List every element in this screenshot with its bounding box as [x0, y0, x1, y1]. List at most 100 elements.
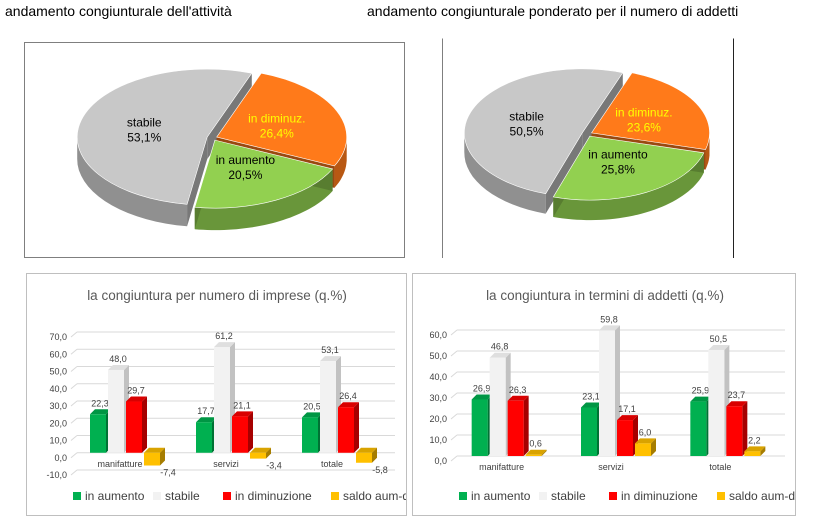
- data-label: 17,7: [197, 406, 215, 416]
- y-tick-label: 0,0: [54, 453, 67, 463]
- bar-saldo-aum-dim-manifatture: [525, 449, 547, 456]
- data-label: 26,9: [473, 384, 491, 394]
- pie-slice-in-aumento: [194, 139, 334, 209]
- data-label: 23,1: [582, 391, 600, 401]
- category-label: servizi: [213, 459, 239, 469]
- bar-panel-imprese: la congiuntura per numero di imprese (q.…: [26, 273, 422, 516]
- y-tick-label: 40,0: [49, 384, 67, 394]
- bar-in-aumento-totale: [690, 396, 712, 456]
- data-label: 20,5: [303, 401, 321, 411]
- data-label: 61,2: [215, 331, 233, 341]
- chart-title: la congiuntura in termini di addetti (q.…: [486, 288, 724, 303]
- data-label: 46,8: [491, 342, 509, 352]
- pie-slice-in-diminuz-: [216, 72, 347, 167]
- legend-swatch: [223, 492, 231, 500]
- bar-in-diminuzione-manifatture: [126, 396, 147, 453]
- data-label: 26,3: [509, 385, 527, 395]
- legend-swatch: [459, 492, 467, 500]
- pie-label-value: 25,8%: [601, 162, 635, 176]
- data-label: 17,1: [618, 404, 636, 414]
- y-tick-label: 10,0: [49, 436, 67, 446]
- data-label: 21,1: [233, 400, 251, 410]
- pie-label-value: 20,5%: [228, 168, 262, 182]
- legend-label: in diminuzione: [235, 489, 312, 503]
- pie-slice-stabile: [76, 68, 253, 205]
- bar-saldo-aum-dim-servizi: [635, 438, 656, 456]
- category-label: servizi: [598, 462, 624, 472]
- bar-saldo-aum-dim-totale: [744, 446, 766, 456]
- data-label: -5,8: [372, 465, 388, 475]
- pie-label-value: 53,1%: [127, 130, 161, 144]
- legend-label: saldo aum-dim: [729, 489, 795, 503]
- y-tick-label: 20,0: [429, 414, 447, 424]
- data-label: 0,6: [529, 439, 542, 449]
- pie-label-name: in aumento: [588, 147, 648, 161]
- pie-label-value: 26,4%: [260, 126, 294, 140]
- legend-label: in aumento: [471, 489, 531, 503]
- y-tick-label: 70,0: [49, 332, 67, 342]
- bar-saldo-aum-dim-totale: [356, 447, 377, 463]
- pie-label-value: 50,5%: [510, 124, 544, 138]
- pie-label-name: stabile: [127, 115, 162, 129]
- bar-chart-imprese: la congiuntura per numero di imprese (q.…: [46, 288, 421, 503]
- legend-swatch: [539, 492, 547, 500]
- pie-slice-in-diminuz-: [591, 72, 710, 150]
- legend-swatch: [331, 492, 339, 500]
- data-label: 50,5: [710, 334, 728, 344]
- pie-label-name: stabile: [509, 109, 544, 123]
- pie-label-name: in diminuz.: [615, 106, 672, 120]
- data-label: 29,7: [127, 386, 145, 396]
- category-label: manifatture: [479, 462, 524, 472]
- y-tick-label: 0,0: [434, 456, 447, 466]
- pie-slice-stabile: [464, 68, 624, 194]
- bar-in-aumento-manifatture: [471, 394, 493, 456]
- pie-label-name: in aumento: [216, 153, 276, 167]
- data-label: 53,1: [321, 345, 339, 355]
- bar-in-diminuzione-manifatture: [507, 395, 529, 456]
- bar-in-diminuzione-servizi: [617, 415, 638, 456]
- heading-left: andamento congiunturale dell'attività: [5, 3, 232, 19]
- y-tick-label: 30,0: [429, 393, 447, 403]
- data-label: 48,0: [109, 354, 127, 364]
- pie-label-value: 23,6%: [627, 121, 661, 135]
- y-tick-label: -10,0: [46, 470, 67, 480]
- y-tick-label: 20,0: [49, 418, 67, 428]
- data-label: 22,3: [91, 398, 109, 408]
- legend-label: in aumento: [85, 489, 145, 503]
- category-label: totale: [321, 459, 343, 469]
- bar-stabile-totale: [320, 356, 341, 453]
- legend-label: stabile: [165, 489, 200, 503]
- data-label: 26,4: [339, 391, 357, 401]
- legend-swatch: [153, 492, 161, 500]
- pie-panel-left: stabile 53,1% in diminuz. 26,4% in aumento 20…: [24, 42, 405, 258]
- y-tick-label: 10,0: [429, 435, 447, 445]
- heading-right: andamento congiunturale ponderato per il…: [367, 3, 739, 19]
- bar-in-diminuzione-totale: [338, 402, 359, 453]
- bar-chart-addetti: la congiuntura in termini di addetti (q.…: [429, 288, 807, 503]
- legend-label: saldo aum-dim: [343, 489, 406, 503]
- data-label: 23,7: [728, 390, 746, 400]
- pie-label-name: in diminuz.: [248, 111, 305, 125]
- bar-in-aumento-manifatture: [90, 409, 111, 453]
- data-label: -7,4: [160, 468, 176, 478]
- legend-swatch: [609, 492, 617, 500]
- bar-saldo-aum-dim-manifatture: [144, 447, 165, 466]
- data-label: 25,9: [692, 386, 710, 396]
- bar-in-aumento-servizi: [581, 402, 602, 456]
- bar-stabile-totale: [708, 344, 730, 456]
- bar-panel-addetti: la congiuntura in termini di addetti (q.…: [412, 273, 808, 516]
- bar-in-aumento-servizi: [196, 417, 217, 453]
- y-tick-label: 30,0: [49, 401, 67, 411]
- chart-title: la congiuntura per numero di imprese (q.…: [87, 288, 347, 303]
- y-tick-label: 60,0: [429, 330, 447, 340]
- category-label: manifatture: [97, 459, 142, 469]
- data-label: -3,4: [266, 461, 282, 471]
- bar-stabile-servizi: [214, 342, 235, 453]
- y-tick-label: 50,0: [429, 351, 447, 361]
- bar-in-diminuzione-totale: [726, 401, 748, 456]
- legend-label: stabile: [551, 489, 586, 503]
- legend-swatch: [73, 492, 81, 500]
- bar-saldo-aum-dim-servizi: [250, 447, 271, 459]
